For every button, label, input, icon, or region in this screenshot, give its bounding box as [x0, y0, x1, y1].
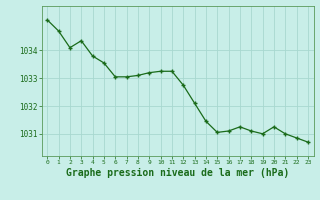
X-axis label: Graphe pression niveau de la mer (hPa): Graphe pression niveau de la mer (hPa) [66, 168, 289, 178]
